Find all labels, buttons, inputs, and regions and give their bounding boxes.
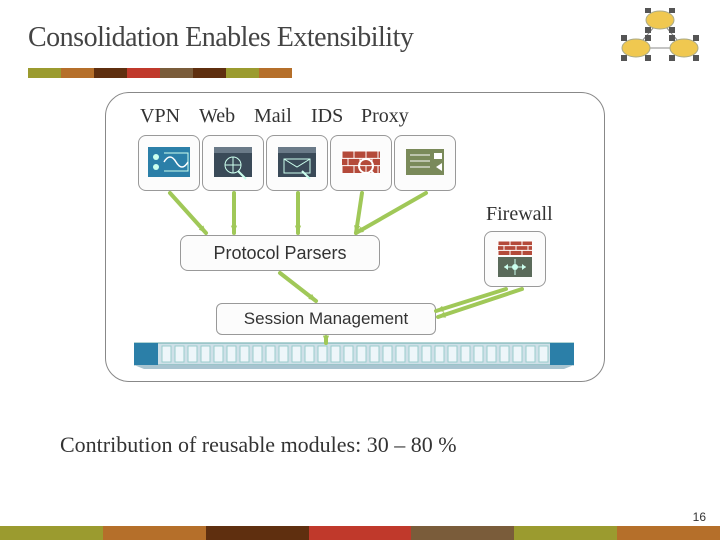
session-management-box: Session Management [216, 303, 436, 335]
label-ids: IDS [311, 105, 356, 128]
protocol-parsers-box: Protocol Parsers [180, 235, 380, 271]
service-labels-row: VPN Web Mail IDS Proxy [140, 105, 421, 128]
contribution-text: Contribution of reusable modules: 30 – 8… [60, 432, 457, 458]
label-mail: Mail [254, 105, 306, 128]
label-proxy: Proxy [361, 105, 421, 128]
label-web: Web [199, 105, 249, 128]
rack-chassis-icon [134, 341, 574, 369]
label-firewall: Firewall [486, 203, 553, 226]
architecture-bubble: VPN Web Mail IDS Proxy Firewall Protocol… [105, 92, 605, 382]
ids-icon [330, 135, 392, 191]
page-title: Consolidation Enables Extensibility [28, 22, 413, 54]
service-icons-row [138, 135, 456, 191]
mail-icon [266, 135, 328, 191]
web-icon [202, 135, 264, 191]
firewall-icon [484, 231, 546, 287]
vpn-icon [138, 135, 200, 191]
page-number: 16 [693, 510, 706, 524]
divider-stripe-bottom [0, 526, 720, 540]
topology-icon [612, 8, 708, 64]
divider-stripe-top [28, 65, 688, 75]
proxy-icon [394, 135, 456, 191]
label-vpn: VPN [140, 105, 194, 128]
